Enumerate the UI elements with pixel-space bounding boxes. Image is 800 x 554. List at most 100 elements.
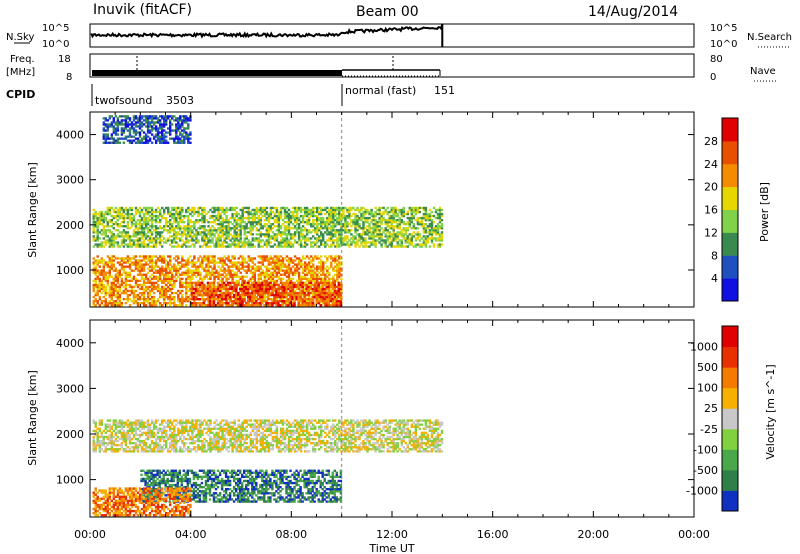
heatmap-cell bbox=[307, 289, 310, 293]
heatmap-cell bbox=[177, 271, 180, 274]
heatmap-cell bbox=[374, 210, 377, 214]
heatmap-cell bbox=[132, 255, 136, 258]
heatmap-cell bbox=[116, 271, 120, 274]
heatmap-cell bbox=[138, 210, 142, 214]
heatmap-cell bbox=[336, 223, 339, 226]
heatmap-cell bbox=[195, 241, 198, 244]
heatmap-cell bbox=[408, 223, 412, 226]
heatmap-cell bbox=[303, 304, 306, 307]
heatmap-cell bbox=[225, 269, 228, 272]
heatmap-cell bbox=[110, 257, 114, 260]
heatmap-cell bbox=[285, 233, 289, 236]
heatmap-cell bbox=[208, 289, 212, 293]
heatmap-cell bbox=[310, 259, 313, 262]
heatmap-cell bbox=[303, 263, 307, 266]
heatmap-cell bbox=[436, 212, 440, 216]
heatmap-cell bbox=[229, 216, 232, 220]
heatmap-cell bbox=[120, 279, 124, 283]
heatmap-cell bbox=[106, 135, 110, 138]
heatmap-cell bbox=[239, 300, 242, 303]
heatmap-cell bbox=[92, 285, 95, 289]
heatmap-cell bbox=[328, 271, 331, 274]
heatmap-cell bbox=[312, 291, 315, 295]
heatmap-cell bbox=[154, 221, 158, 224]
heatmap-cell bbox=[112, 139, 116, 142]
heatmap-cell bbox=[171, 291, 174, 295]
heatmap-cell bbox=[321, 298, 324, 301]
heatmap-cell bbox=[116, 117, 120, 120]
heatmap-cell bbox=[134, 233, 138, 236]
heatmap-cell bbox=[189, 281, 192, 285]
heatmap-cell bbox=[271, 237, 275, 240]
heatmap-cell bbox=[392, 219, 395, 222]
heatmap-cell bbox=[177, 293, 180, 297]
heatmap-cell bbox=[163, 293, 166, 297]
heatmap-cell bbox=[422, 223, 426, 226]
heatmap-cell bbox=[410, 221, 414, 224]
heatmap-cell bbox=[98, 304, 102, 307]
heatmap-cell bbox=[314, 281, 317, 285]
heatmap-cell bbox=[422, 212, 426, 216]
heatmap-cell bbox=[257, 221, 261, 224]
heatmap-cell bbox=[285, 235, 289, 238]
heatmap-cell bbox=[108, 295, 112, 299]
heatmap-cell bbox=[110, 241, 114, 244]
heatmap-cell bbox=[251, 287, 254, 291]
heatmap-cell bbox=[295, 287, 299, 291]
heatmap-cell bbox=[267, 231, 271, 234]
heatmap-cell bbox=[320, 212, 323, 216]
heatmap-cell bbox=[94, 283, 97, 287]
heatmap-cell bbox=[134, 293, 138, 297]
heatmap-cell bbox=[273, 275, 277, 278]
heatmap-cell bbox=[289, 221, 293, 224]
heatmap-cell bbox=[225, 237, 228, 240]
heatmap-cell bbox=[283, 231, 287, 234]
heatmap-cell bbox=[216, 295, 220, 299]
heatmap-cell bbox=[201, 277, 204, 281]
heatmap-cell bbox=[154, 237, 158, 240]
heatmap-cell bbox=[291, 261, 295, 264]
heatmap-cell bbox=[366, 210, 369, 214]
heatmap-cell bbox=[303, 208, 307, 212]
heatmap-cell bbox=[100, 261, 104, 264]
heatmap-cell bbox=[214, 298, 218, 301]
heatmap-cell bbox=[233, 221, 236, 224]
heatmap-cell bbox=[134, 239, 138, 242]
heatmap-cell bbox=[334, 259, 337, 262]
heatmap-cell bbox=[179, 267, 182, 270]
heatmap-cell bbox=[348, 214, 351, 218]
heatmap-cell bbox=[235, 263, 238, 266]
heatmap-cell bbox=[261, 259, 265, 262]
heatmap-cell bbox=[283, 245, 287, 248]
heatmap-cell bbox=[185, 233, 188, 236]
heatmap-cell bbox=[216, 302, 220, 305]
heatmap-cell bbox=[315, 302, 318, 305]
heatmap-cell bbox=[281, 289, 284, 293]
heatmap-cell bbox=[175, 259, 178, 262]
heatmap-cell bbox=[313, 287, 316, 291]
heatmap-cell bbox=[291, 243, 295, 246]
heatmap-cell bbox=[154, 261, 158, 264]
heatmap-cell bbox=[169, 257, 172, 260]
heatmap-cell bbox=[360, 214, 363, 218]
heatmap-cell bbox=[436, 237, 440, 240]
heatmap-cell bbox=[362, 225, 365, 228]
heatmap-cell bbox=[247, 267, 250, 270]
heatmap-cell bbox=[222, 281, 226, 285]
heatmap-cell bbox=[179, 227, 182, 230]
heatmap-cell bbox=[241, 225, 244, 228]
heatmap-cell bbox=[130, 212, 134, 216]
heatmap-cell bbox=[211, 221, 214, 224]
heatmap-cell bbox=[400, 221, 404, 224]
heatmap-cell bbox=[132, 129, 136, 132]
heatmap-cell bbox=[352, 221, 355, 224]
heatmap-cell bbox=[337, 293, 341, 297]
heatmap-cell bbox=[183, 285, 186, 289]
heatmap-cell bbox=[189, 225, 192, 228]
heatmap-cell bbox=[92, 279, 95, 283]
heatmap-cell bbox=[110, 281, 114, 285]
heatmap-cell bbox=[287, 241, 291, 244]
heatmap-cell bbox=[316, 265, 319, 268]
heatmap-cell bbox=[104, 277, 108, 281]
heatmap-cell bbox=[303, 257, 307, 260]
